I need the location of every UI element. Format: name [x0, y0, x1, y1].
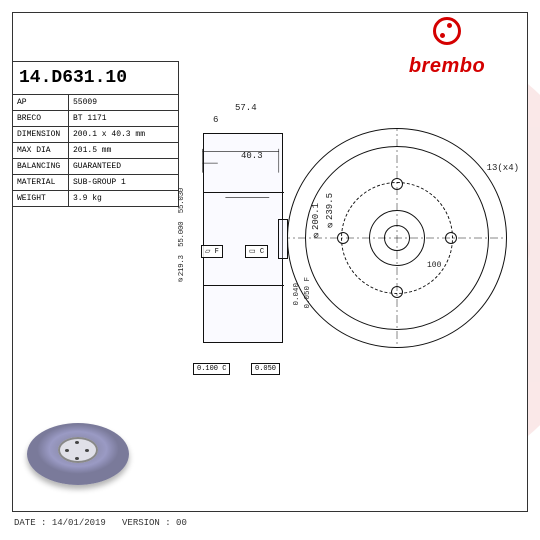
spec-value: 201.5 mm: [69, 143, 178, 158]
spec-row-ap: AP 55009: [13, 95, 178, 111]
datum-c: ▭ C: [245, 245, 268, 258]
spec-label: AP: [13, 95, 69, 110]
side-view: [203, 133, 283, 343]
footer-date: 14/01/2019: [52, 518, 106, 528]
dim-outer-diameter: ⌀239.5: [325, 193, 335, 230]
dim-bolt: 13(x4): [487, 163, 519, 173]
spec-label: BALANCING: [13, 159, 69, 174]
product-render: [27, 423, 137, 493]
spec-label: BRECO: [13, 111, 69, 126]
spec-label: MAX DIA: [13, 143, 69, 158]
spec-value: GUARANTEED: [69, 159, 178, 174]
runout-1: 0.040: [293, 283, 301, 306]
part-number: 14.D631.10: [13, 62, 178, 95]
datum-f: ▱ F: [201, 245, 223, 258]
gcs-right: 0.050: [251, 363, 280, 375]
dim-offset: 6: [213, 115, 218, 125]
spec-value: 3.9 kg: [69, 191, 178, 206]
spec-value: 55009: [69, 95, 178, 110]
brand-logo: brembo: [367, 13, 527, 78]
spec-value: 200.1 x 40.3 mm: [69, 127, 178, 142]
spec-row-maxdia: MAX DIA 201.5 mm: [13, 143, 178, 159]
brand-name: brembo: [367, 55, 527, 78]
footer: DATE : 14/01/2019 VERSION : 00: [14, 518, 187, 528]
page-frame: brembo 14.D631.10 AP 55009 BRECO BT 1171…: [12, 12, 528, 512]
footer-date-label: DATE :: [14, 518, 46, 528]
spec-label: MATERIAL: [13, 175, 69, 190]
footer-version-label: VERSION :: [122, 518, 171, 528]
spec-label: DIMENSION: [13, 127, 69, 142]
spec-table: 14.D631.10 AP 55009 BRECO BT 1171 DIMENS…: [13, 61, 179, 207]
dim-overall-width: 57.4: [235, 103, 257, 113]
runout-2: 0.050 F: [304, 277, 312, 309]
spec-value: BT 1171: [69, 111, 178, 126]
spec-row-material: MATERIAL SUB-GROUP 1: [13, 175, 178, 191]
dim-flange-diameter: ⌀219.3 55.000 55.030: [177, 188, 186, 285]
gcs-left: 0.100 C: [193, 363, 230, 375]
logo-disc-icon: [433, 17, 461, 45]
spec-row-breco: BRECO BT 1171: [13, 111, 178, 127]
spec-row-dimension: DIMENSION 200.1 x 40.3 mm: [13, 127, 178, 143]
spec-row-weight: WEIGHT 3.9 kg: [13, 191, 178, 206]
technical-drawing: 6 57.4 40.3 ⌀219.3 55.000 55.030 ▱ F ▭ C…: [193, 93, 517, 481]
dim-pcd: 100: [427, 261, 441, 270]
footer-version: 00: [176, 518, 187, 528]
dim-inner-width: 40.3: [241, 151, 263, 161]
spec-row-balancing: BALANCING GUARANTEED: [13, 159, 178, 175]
dim-inner-diameter: ⌀200.1: [311, 203, 321, 240]
spec-label: WEIGHT: [13, 191, 69, 206]
spec-value: SUB-GROUP 1: [69, 175, 178, 190]
